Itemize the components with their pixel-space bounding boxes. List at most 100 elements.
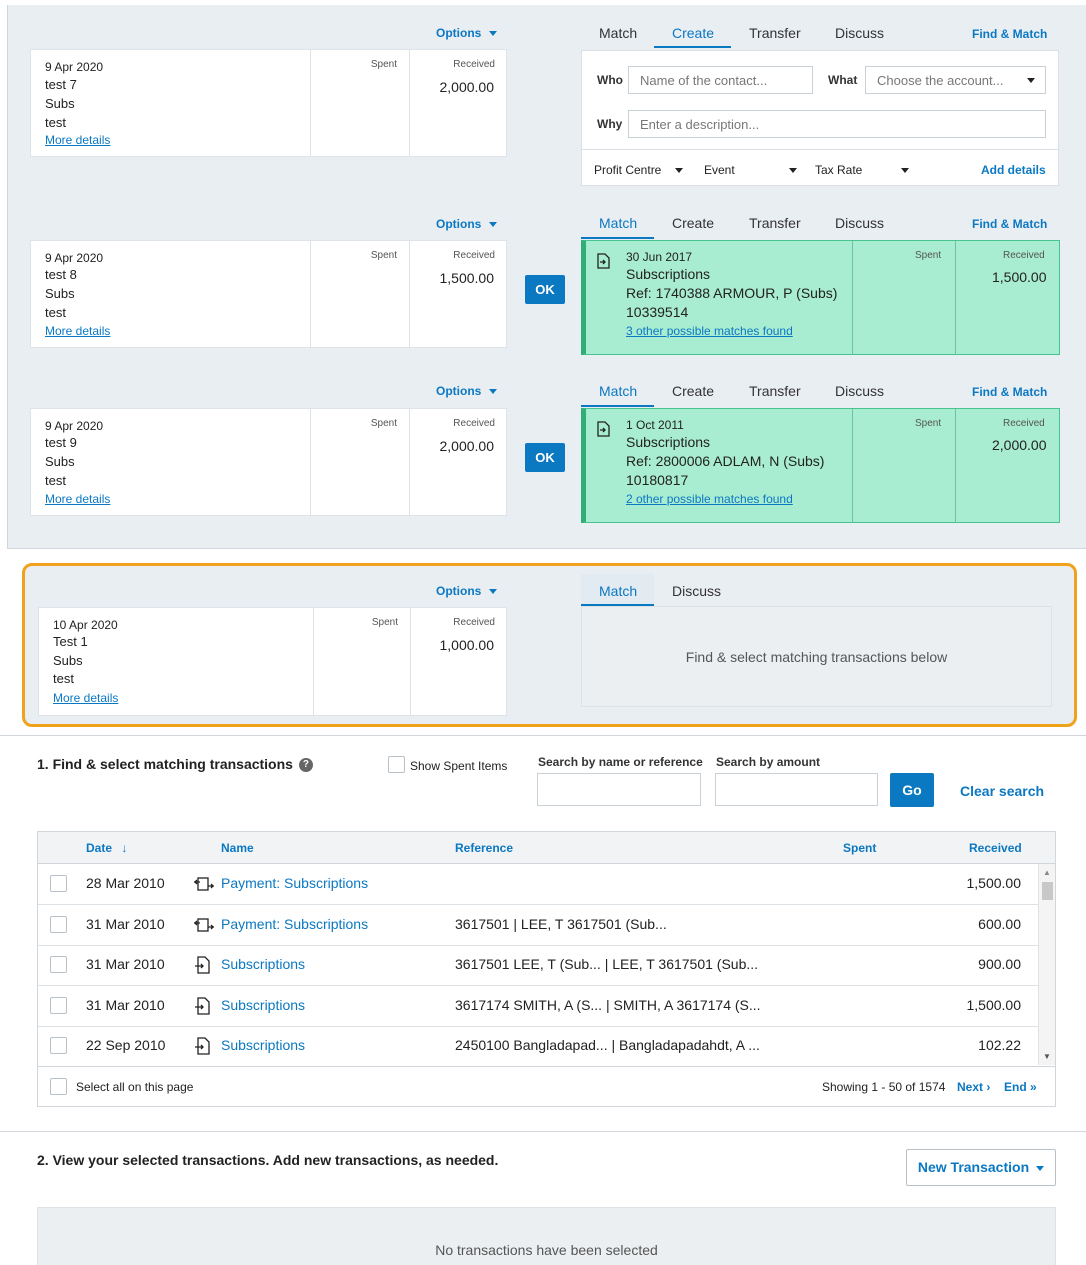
transactions-table: Date ↓ Name Reference Spent Received 28 … [37,831,1056,1107]
ok-button[interactable]: OK [525,275,565,304]
find-and-match-link[interactable]: Find & Match [972,27,1048,41]
row-name-link[interactable]: Subscriptions [221,1037,306,1053]
row-name-link[interactable]: Payment: Subscriptions [221,916,369,932]
table-row[interactable]: 31 Mar 2010 Subscriptions 3617174 SMITH,… [38,986,1039,1027]
select-all-label: Select all on this page [76,1080,194,1094]
new-transaction-button[interactable]: New Transaction [906,1149,1056,1186]
column-header-spent[interactable]: Spent [843,841,877,855]
show-spent-checkbox[interactable] [388,756,405,773]
caret-down-icon [675,168,684,174]
find-title-text: 1. Find & select matching transactions [37,756,293,772]
more-details-link[interactable]: More details [45,324,111,338]
tab-transfer[interactable]: Transfer [749,25,801,41]
row-checkbox[interactable] [50,997,67,1014]
tab-match[interactable]: Match [599,383,638,399]
event-label: Event [704,163,735,177]
scroll-up-arrow-icon[interactable]: ▲ [1043,868,1051,877]
more-details-link[interactable]: More details [45,133,111,147]
caret-down-icon [489,589,498,595]
why-input[interactable]: Enter a description... [628,110,1046,138]
find-and-match-link[interactable]: Find & Match [972,217,1048,231]
options-menu[interactable]: Options [436,217,498,231]
column-header-date[interactable]: Date ↓ [86,841,127,855]
row-checkbox[interactable] [50,916,67,933]
options-label: Options [436,217,482,231]
next-page-link[interactable]: Next › [957,1080,991,1094]
received-header: Received [453,617,495,628]
row-checkbox[interactable] [50,956,67,973]
tab-create[interactable]: Create [672,215,715,231]
what-label: What [828,73,858,87]
add-details-link[interactable]: Add details [981,163,1046,177]
tab-create[interactable]: Create [672,25,715,41]
select-all-checkbox[interactable] [50,1078,67,1095]
other-matches-link[interactable]: 2 other possible matches found [626,492,793,506]
clear-search-link[interactable]: Clear search [960,783,1045,799]
suggested-match[interactable]: 30 Jun 2017 Subscriptions Ref: 1740388 A… [581,240,1060,355]
row-checkbox[interactable] [50,1037,67,1054]
search-amount-input[interactable] [715,773,878,806]
options-menu[interactable]: Options [436,384,498,398]
table-row[interactable]: 31 Mar 2010 Subscriptions 3617501 LEE, T… [38,945,1039,986]
tab-create[interactable]: Create [672,383,715,399]
profit-centre-select[interactable]: Profit Centre [594,163,684,177]
column-header-name[interactable]: Name [221,841,254,855]
selected-section-title: 2. View your selected transactions. Add … [37,1152,499,1168]
more-details-link[interactable]: More details [45,492,111,506]
tab-discuss[interactable]: Discuss [835,25,885,41]
row-name-link[interactable]: Payment: Subscriptions [221,875,369,891]
who-input[interactable]: Name of the contact... [628,66,813,94]
row-received: 600.00 [978,916,1021,932]
row-date: 31 Mar 2010 [86,997,165,1013]
row-name-link[interactable]: Subscriptions [221,997,306,1013]
received-header: Received [453,418,495,429]
tab-transfer[interactable]: Transfer [749,215,801,231]
statement-date: 9 Apr 2020 [45,251,104,265]
search-name-input[interactable] [537,773,701,806]
go-button[interactable]: Go [890,773,934,807]
scroll-down-arrow-icon[interactable]: ▼ [1043,1052,1051,1061]
other-matches-link[interactable]: 3 other possible matches found [626,324,793,338]
table-scrollbar[interactable]: ▲ ▼ [1038,864,1055,1065]
options-menu[interactable]: Options [436,26,498,40]
why-label: Why [597,117,623,131]
spent-header: Spent [915,250,942,261]
statement-date: 9 Apr 2020 [45,60,104,74]
spent-column: Spent [310,50,409,156]
statement-reference: test [45,473,66,488]
column-header-received[interactable]: Received [969,841,1022,855]
caret-down-icon [1027,78,1035,83]
table-row[interactable]: 31 Mar 2010 Payment: Subscriptions 36175… [38,905,1039,946]
last-page-link[interactable]: End » [1004,1080,1037,1094]
table-row[interactable]: 28 Mar 2010 Payment: Subscriptions 1,500… [38,864,1039,905]
tax-rate-select[interactable]: Tax Rate [815,163,910,177]
statement-line: 9 Apr 2020 test 7 Subs test More details… [30,49,507,157]
received-amount: 2,000.00 [439,438,495,454]
tab-discuss[interactable]: Discuss [835,215,885,231]
column-header-reference[interactable]: Reference [455,841,514,855]
tab-discuss[interactable]: Discuss [672,583,722,599]
more-details-link[interactable]: More details [53,691,119,705]
what-select[interactable]: Choose the account... [865,66,1046,94]
row-checkbox[interactable] [50,875,67,892]
ok-button[interactable]: OK [525,443,565,472]
tab-match[interactable]: Match [599,215,638,231]
received-header: Received [453,59,495,70]
match-name: Subscriptions [626,266,711,282]
tab-match[interactable]: Match [599,583,638,599]
row-name-link[interactable]: Subscriptions [221,956,306,972]
payment-icon [194,877,214,891]
tab-match[interactable]: Match [599,25,638,41]
table-row[interactable]: 22 Sep 2010 Subscriptions 2450100 Bangla… [38,1026,1039,1067]
suggested-match[interactable]: 1 Oct 2011 Subscriptions Ref: 2800006 AD… [581,408,1060,523]
scroll-thumb[interactable] [1042,882,1053,900]
receive-money-icon [597,421,610,437]
event-select[interactable]: Event [704,163,797,177]
help-icon[interactable]: ? [298,758,313,773]
find-and-match-link[interactable]: Find & Match [972,385,1048,399]
tab-transfer[interactable]: Transfer [749,383,801,399]
create-panel: Who Name of the contact... What Choose t… [581,50,1059,186]
row-reference: 3617501 | LEE, T 3617501 (Sub... [455,916,667,932]
tab-discuss[interactable]: Discuss [835,383,885,399]
options-menu[interactable]: Options [436,584,498,598]
